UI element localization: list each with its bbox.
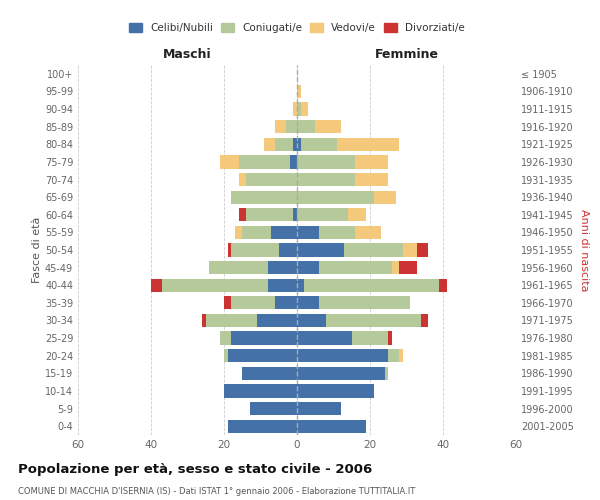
Bar (385, 366, 388, 380)
Bar (297, 85, 301, 98)
Bar (232, 332, 297, 344)
Bar (297, 190, 374, 204)
Bar (297, 349, 388, 362)
Bar (275, 296, 297, 310)
Bar (297, 102, 301, 116)
Bar (268, 278, 297, 292)
Text: Popolazione per età, sesso e stato civile - 2006: Popolazione per età, sesso e stato civil… (18, 462, 372, 475)
Bar (344, 244, 403, 256)
Bar (268, 261, 297, 274)
Text: COMUNE DI MACCHIA D'ISERNIA (IS) - Dati ISTAT 1° gennaio 2006 - Elaborazione TUT: COMUNE DI MACCHIA D'ISERNIA (IS) - Dati … (18, 488, 415, 496)
Bar (297, 384, 374, 398)
Bar (239, 173, 246, 186)
Bar (227, 349, 297, 362)
Bar (297, 261, 319, 274)
Bar (297, 208, 348, 222)
Bar (297, 120, 315, 134)
Bar (315, 120, 341, 134)
Bar (355, 173, 388, 186)
Bar (206, 314, 257, 327)
Bar (301, 102, 308, 116)
Bar (439, 278, 446, 292)
Bar (319, 261, 392, 274)
Y-axis label: Anni di nascita: Anni di nascita (579, 209, 589, 291)
Bar (209, 261, 268, 274)
Bar (399, 349, 403, 362)
Text: Maschi: Maschi (163, 48, 212, 62)
Bar (297, 366, 385, 380)
Bar (290, 156, 297, 168)
Bar (352, 332, 388, 344)
Bar (319, 226, 355, 239)
Bar (297, 244, 344, 256)
Bar (297, 226, 319, 239)
Bar (418, 244, 428, 256)
Bar (162, 278, 268, 292)
Bar (293, 208, 297, 222)
Bar (392, 261, 399, 274)
Bar (286, 120, 297, 134)
Bar (250, 402, 297, 415)
Bar (271, 226, 297, 239)
Bar (297, 314, 326, 327)
Bar (275, 120, 286, 134)
Bar (348, 208, 367, 222)
Bar (319, 296, 410, 310)
Bar (293, 102, 297, 116)
Bar (239, 208, 246, 222)
Legend: Celibi/Nubili, Coniugati/e, Vedovi/e, Divorziati/e: Celibi/Nubili, Coniugati/e, Vedovi/e, Di… (125, 18, 469, 37)
Bar (337, 138, 399, 151)
Bar (399, 261, 418, 274)
Bar (374, 190, 395, 204)
Bar (297, 402, 341, 415)
Bar (297, 278, 304, 292)
Bar (304, 278, 439, 292)
Bar (202, 314, 206, 327)
Bar (246, 173, 297, 186)
Bar (224, 349, 227, 362)
Bar (151, 278, 162, 292)
Bar (297, 420, 367, 433)
Bar (220, 332, 232, 344)
Bar (232, 190, 297, 204)
Bar (297, 138, 301, 151)
Bar (232, 296, 275, 310)
Bar (227, 244, 232, 256)
Bar (242, 226, 271, 239)
Bar (246, 208, 293, 222)
Bar (403, 244, 418, 256)
Bar (224, 384, 297, 398)
Bar (297, 173, 355, 186)
Bar (264, 138, 275, 151)
Y-axis label: Fasce di età: Fasce di età (32, 217, 42, 283)
Bar (297, 332, 352, 344)
Bar (224, 296, 232, 310)
Bar (232, 244, 279, 256)
Bar (235, 226, 242, 239)
Bar (355, 226, 381, 239)
Bar (326, 314, 421, 327)
Bar (220, 156, 239, 168)
Bar (388, 332, 392, 344)
Bar (279, 244, 297, 256)
Bar (275, 138, 293, 151)
Bar (421, 314, 428, 327)
Bar (257, 314, 297, 327)
Bar (355, 156, 388, 168)
Bar (297, 296, 319, 310)
Bar (242, 366, 297, 380)
Text: Femmine: Femmine (374, 48, 439, 62)
Bar (301, 138, 337, 151)
Bar (297, 156, 355, 168)
Bar (239, 156, 290, 168)
Bar (388, 349, 399, 362)
Bar (293, 138, 297, 151)
Bar (227, 420, 297, 433)
